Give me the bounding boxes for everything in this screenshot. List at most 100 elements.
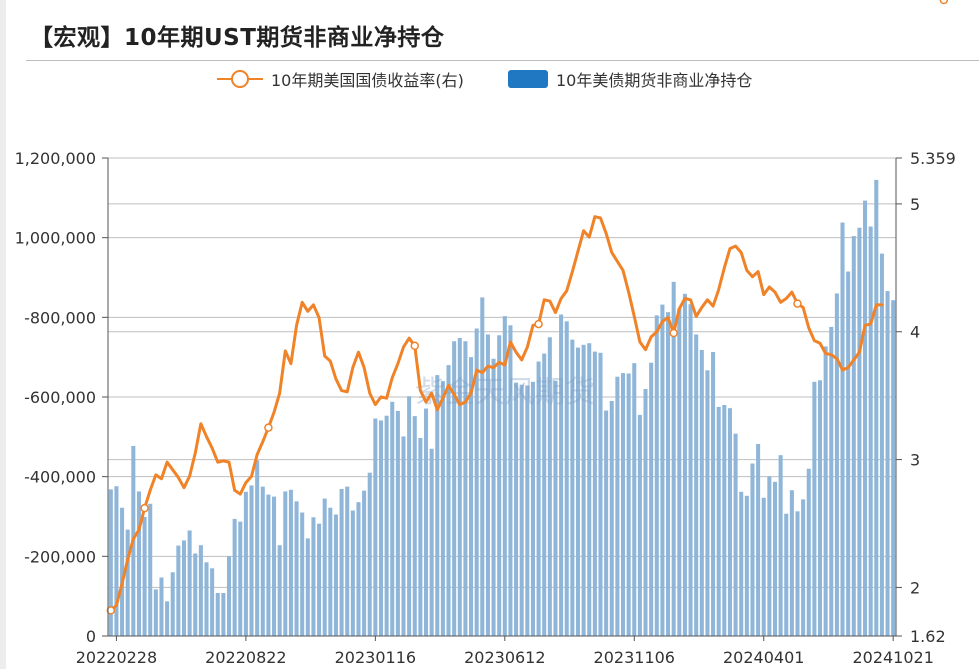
bar — [249, 485, 254, 636]
bar — [148, 503, 153, 636]
bar — [333, 514, 338, 636]
bar — [125, 529, 130, 636]
bar — [806, 468, 811, 636]
bar — [255, 460, 260, 636]
bar — [677, 308, 682, 636]
bar — [592, 351, 597, 636]
x-tick-label: 20241021 — [852, 648, 933, 667]
bar — [840, 222, 845, 636]
bar — [198, 545, 203, 636]
bar — [654, 315, 659, 636]
bar — [294, 501, 299, 636]
line-point — [793, 299, 802, 308]
bar — [525, 385, 530, 636]
bar — [373, 418, 378, 636]
right-tick-label: 3 — [910, 451, 920, 470]
bar — [435, 375, 440, 636]
bar — [857, 227, 862, 636]
right-tick-label: 5.359 — [910, 149, 956, 168]
bar — [587, 343, 592, 636]
bar — [305, 538, 310, 636]
left-tick-label: -400,000 — [24, 468, 96, 487]
bar — [716, 406, 721, 636]
bar — [626, 373, 631, 636]
bar — [165, 601, 170, 636]
x-tick-label: 20220228 — [76, 648, 157, 667]
bar — [181, 540, 187, 636]
left-y-axis-ticks: 0 -200,000 -400,000 -600,000 -800,000 1,000,0… — [15, 149, 108, 646]
bar — [384, 415, 389, 636]
bar — [114, 486, 119, 636]
legend-item-yield[interactable]: 10年期美国国债收益率(右) — [217, 68, 464, 90]
bar — [863, 200, 868, 636]
bar — [378, 420, 384, 636]
bar — [440, 381, 445, 636]
bar — [193, 553, 198, 636]
bar — [401, 436, 406, 636]
x-tick-label: 20231106 — [594, 648, 675, 667]
bar — [784, 513, 789, 636]
bar — [722, 404, 727, 636]
bar — [322, 498, 327, 636]
bar — [463, 341, 468, 636]
bar — [581, 344, 586, 636]
bar — [508, 325, 513, 636]
bar — [395, 410, 400, 636]
x-axis-ticks: 20220228 20220822 20230116 20230612 20231106… — [76, 636, 934, 667]
bar — [328, 507, 333, 636]
bar — [317, 523, 322, 636]
bar — [446, 365, 451, 636]
bar — [688, 304, 693, 636]
bar — [801, 499, 806, 636]
bar — [891, 300, 896, 636]
right-y-axis-ticks: 1.62 2 3 4 5 5.359 — [896, 149, 956, 646]
bar — [767, 476, 772, 636]
bar — [789, 490, 794, 636]
bar — [170, 572, 175, 636]
bar — [485, 334, 490, 636]
title-divider — [26, 60, 979, 61]
legend-label-yield: 10年期美国国债收益率(右) — [271, 71, 464, 90]
right-tick-label: 1.62 — [910, 627, 946, 646]
bar — [159, 577, 164, 636]
legend-item-net-position[interactable]: 10年美债期货非商业净持仓 — [508, 68, 752, 90]
bar — [817, 380, 823, 636]
bar — [660, 304, 665, 636]
bar — [885, 291, 890, 636]
bar — [204, 562, 209, 636]
line-point — [410, 341, 420, 351]
line-series-yield — [106, 0, 949, 615]
bar — [739, 491, 744, 636]
bar — [547, 337, 552, 636]
bar — [643, 389, 648, 636]
bar — [356, 502, 361, 636]
bar — [733, 433, 738, 636]
bar — [418, 438, 423, 636]
right-tick-label: 2 — [910, 578, 920, 597]
left-tick-label: 1,000,000 — [15, 229, 96, 248]
bar — [632, 363, 637, 636]
bar — [367, 472, 372, 636]
bar — [620, 373, 626, 636]
x-tick-label: 20230612 — [464, 648, 545, 667]
bar — [136, 491, 141, 636]
line-point — [939, 0, 949, 5]
bar — [874, 179, 879, 636]
line-point — [140, 503, 149, 513]
chart-title: 【宏观】10年期UST期货非商业净持仓 — [30, 25, 445, 51]
bar — [705, 370, 710, 636]
legend-bar-swatch-icon — [508, 70, 548, 88]
bar — [671, 281, 676, 636]
bar — [834, 293, 839, 636]
legend-label-net-position: 10年美债期货非商业净持仓 — [556, 71, 753, 90]
bar — [362, 490, 367, 636]
line-point — [264, 423, 273, 432]
bar — [288, 489, 293, 636]
bar — [570, 339, 575, 636]
bar — [232, 518, 237, 636]
left-tick-label: 0 — [86, 627, 96, 646]
left-tick-label: 1,200,000 — [15, 149, 96, 168]
bar — [497, 335, 502, 636]
bar — [423, 408, 429, 636]
bar — [407, 396, 412, 636]
